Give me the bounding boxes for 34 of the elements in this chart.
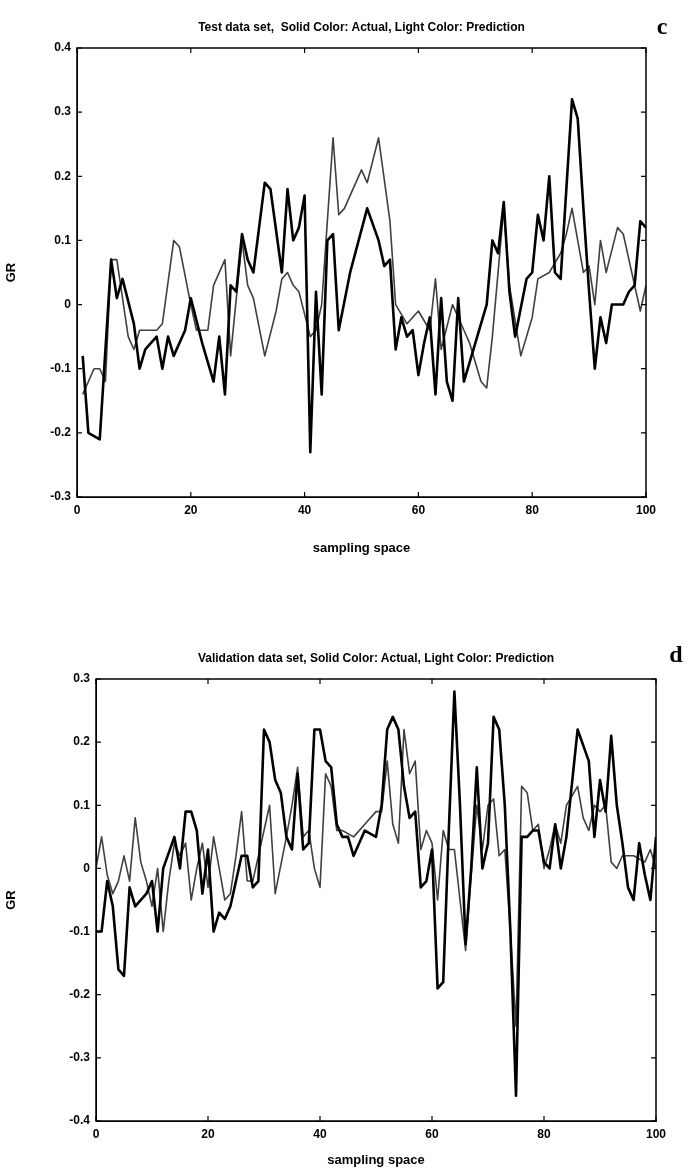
y-tick-label: -0.2	[50, 425, 72, 440]
y-tick-label: 0.2	[73, 734, 91, 749]
text: d	[669, 641, 684, 668]
y-axis-title: GR	[3, 262, 19, 283]
y-tick-label: -0.1	[50, 361, 72, 376]
y-tick-label: 0.1	[54, 232, 72, 247]
x-axis-title: sampling space	[312, 539, 411, 555]
y-tick-label: 0.4	[54, 40, 72, 55]
x-tick-label: 40	[313, 1126, 327, 1141]
text: c	[656, 13, 668, 40]
y-tick-label: 0.3	[54, 104, 72, 119]
y-tick-label: -0.3	[69, 1050, 91, 1065]
y-tick-label: 0.2	[54, 168, 72, 183]
x-tick-label: 40	[297, 502, 312, 517]
y-tick-label: -0.2	[69, 987, 91, 1002]
x-tick-label: 80	[525, 502, 540, 517]
x-tick-label: 20	[201, 1126, 215, 1141]
x-tick-label: 20	[184, 502, 198, 517]
y-axis-title: GR	[3, 889, 19, 910]
y-tick-label: 0	[64, 296, 72, 311]
y-tick-label: -0.1	[69, 923, 91, 938]
x-tick-label: 100	[635, 502, 657, 517]
x-tick-label: 60	[425, 1126, 439, 1141]
chart-title: Test data set, Solid Color: Actual, Light Color: Prediction	[198, 20, 525, 35]
y-tick-label: 0.1	[73, 797, 91, 812]
x-tick-label: 80	[537, 1126, 551, 1141]
y-tick-label: 0.3	[73, 671, 91, 686]
x-tick-label: 100	[645, 1126, 667, 1141]
x-tick-label: 60	[411, 502, 426, 517]
x-axis-title: sampling space	[327, 1151, 425, 1167]
y-tick-label: -0.4	[69, 1113, 91, 1128]
y-tick-label: 0	[83, 860, 91, 875]
chart-title: Validation data set, Solid Color: Actual, Light Color: Prediction	[197, 651, 555, 666]
y-tick-label: -0.3	[50, 489, 72, 504]
